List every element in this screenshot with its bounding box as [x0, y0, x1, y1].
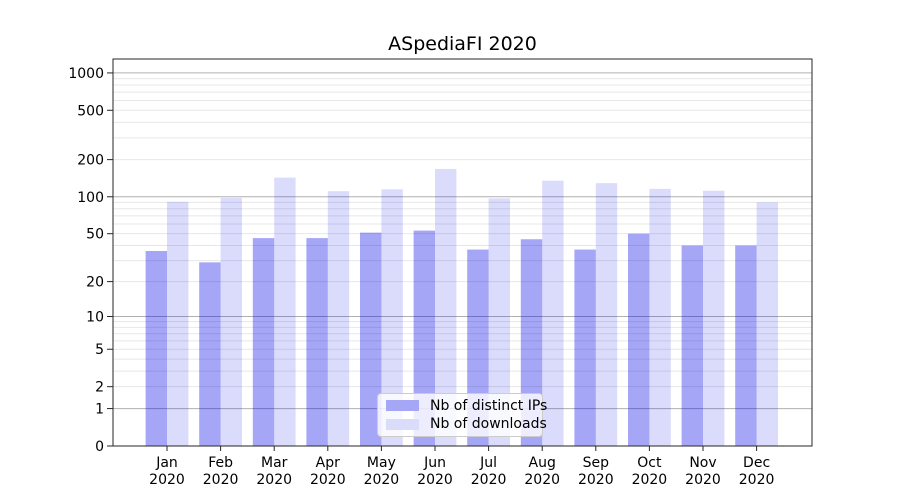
y-tick-label-500: 500 — [77, 103, 104, 119]
y-tick-label-1000: 1000 — [68, 66, 104, 82]
bar-nb-of-downloads-apr-2020 — [327, 191, 350, 446]
x-tick-label-year-may-2020: 2020 — [364, 472, 400, 488]
x-tick-label-feb-2020: Feb — [208, 455, 233, 471]
bar-nb-of-downloads-jan-2020 — [167, 201, 189, 446]
legend-label-downloads: Nb of downloads — [430, 416, 547, 433]
bar-nb-of-distinct-ips-oct-2020 — [628, 233, 650, 446]
y-tick-label-200: 200 — [77, 153, 104, 169]
y-tick-label-5: 5 — [95, 342, 104, 358]
x-tick-label-year-aug-2020: 2020 — [524, 472, 560, 488]
x-tick-label-may-2020: May — [367, 455, 396, 471]
x-tick-label-jan-2020: Jan — [155, 455, 178, 471]
x-tick-label-dec-2020: Dec — [743, 455, 770, 471]
bar-nb-of-downloads-jun-2020 — [435, 168, 457, 446]
x-tick-label-year-jun-2020: 2020 — [417, 472, 453, 488]
bar-nb-of-downloads-aug-2020 — [542, 180, 564, 447]
x-tick-label-year-jan-2020: 2020 — [149, 472, 185, 488]
legend-label-distinct-ips: Nb of distinct IPs — [430, 397, 548, 414]
x-tick-label-year-mar-2020: 2020 — [256, 472, 292, 488]
y-tick-label-20: 20 — [86, 275, 104, 291]
bar-nb-of-downloads-sep-2020 — [595, 183, 618, 446]
y-tick-label-50: 50 — [86, 227, 104, 243]
y-tick-label-1: 1 — [95, 402, 104, 418]
x-tick-label-year-sep-2020: 2020 — [578, 472, 614, 488]
x-tick-label-year-feb-2020: 2020 — [203, 472, 239, 488]
x-tick-label-year-dec-2020: 2020 — [739, 472, 775, 488]
y-tick-label-10: 10 — [86, 310, 104, 326]
x-tick-label-oct-2020: Oct — [637, 455, 662, 471]
x-tick-label-year-oct-2020: 2020 — [632, 472, 668, 488]
bar-nb-of-downloads-may-2020 — [381, 189, 403, 446]
legend-item-downloads: Nb of downloads — [378, 415, 547, 433]
bar-nb-of-downloads-oct-2020 — [649, 188, 671, 447]
x-tick-label-year-jul-2020: 2020 — [471, 472, 507, 488]
bar-nb-of-distinct-ips-mar-2020 — [252, 238, 275, 446]
legend: Nb of distinct IPs Nb of downloads — [377, 393, 547, 437]
x-tick-label-apr-2020: Apr — [316, 455, 340, 471]
bar-nb-of-downloads-feb-2020 — [220, 197, 242, 446]
x-tick-label-year-nov-2020: 2020 — [685, 472, 721, 488]
x-tick-label-nov-2020: Nov — [689, 455, 716, 471]
bar-nb-of-distinct-ips-dec-2020 — [735, 245, 757, 446]
chart-title: ASpediaFI 2020 — [388, 33, 537, 55]
y-tick-label-2: 2 — [95, 380, 104, 396]
x-tick-label-aug-2020: Aug — [529, 455, 556, 471]
bar-nb-of-distinct-ips-sep-2020 — [574, 249, 596, 446]
bar-nb-of-downloads-jul-2020 — [488, 198, 510, 446]
bar-nb-of-distinct-ips-nov-2020 — [681, 245, 703, 446]
x-tick-label-jul-2020: Jul — [479, 455, 497, 471]
bar-nb-of-distinct-ips-jan-2020 — [145, 251, 167, 446]
bar-nb-of-distinct-ips-jun-2020 — [413, 230, 435, 446]
bar-nb-of-downloads-mar-2020 — [274, 177, 296, 447]
y-tick-label-100: 100 — [77, 190, 104, 206]
plot-border — [112, 58, 813, 447]
x-tick-label-year-apr-2020: 2020 — [310, 472, 346, 488]
bar-nb-of-distinct-ips-may-2020 — [360, 232, 382, 446]
x-tick-label-sep-2020: Sep — [583, 455, 610, 471]
x-tick-label-jun-2020: Jun — [423, 455, 446, 471]
legend-swatch-downloads — [386, 418, 419, 430]
legend-swatch-distinct-ips — [386, 400, 419, 412]
legend-item-distinct-ips: Nb of distinct IPs — [378, 397, 547, 415]
bar-nb-of-distinct-ips-apr-2020 — [306, 238, 328, 446]
bar-nb-of-downloads-dec-2020 — [756, 202, 778, 446]
bar-nb-of-downloads-nov-2020 — [703, 190, 725, 446]
y-tick-label-0: 0 — [95, 439, 104, 455]
x-tick-label-mar-2020: Mar — [261, 455, 288, 471]
bar-nb-of-distinct-ips-feb-2020 — [199, 262, 221, 446]
